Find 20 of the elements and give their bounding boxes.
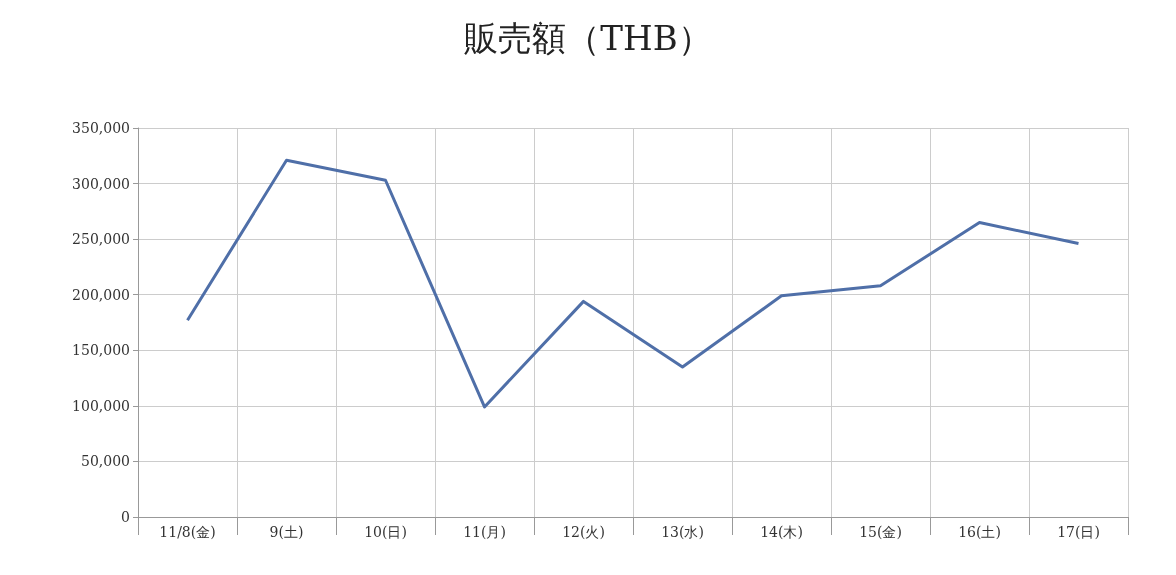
y-tick-label: 300,000 bbox=[72, 175, 130, 192]
x-tick-label: 16(土) bbox=[958, 524, 1001, 540]
x-tick-label: 14(木) bbox=[760, 524, 803, 540]
x-tick-label: 17(日) bbox=[1057, 524, 1100, 540]
y-tick-label: 150,000 bbox=[72, 342, 130, 359]
x-tick-label: 12(火) bbox=[562, 524, 605, 540]
x-tick-label: 11(月) bbox=[463, 524, 506, 540]
y-tick-label: 350,000 bbox=[72, 120, 130, 136]
x-tick-label: 11/8(金) bbox=[159, 524, 216, 540]
y-tick-label: 50,000 bbox=[81, 453, 130, 470]
chart-title: 販売額（THB） bbox=[464, 18, 712, 58]
x-tick-label: 15(金) bbox=[859, 524, 902, 540]
y-tick-label: 250,000 bbox=[72, 231, 130, 248]
x-tick-label: 10(日) bbox=[364, 524, 407, 540]
x-tick-label: 9(土) bbox=[269, 524, 304, 540]
y-tick-label: 100,000 bbox=[72, 397, 130, 414]
x-tick-label: 13(水) bbox=[661, 524, 704, 540]
y-tick-label: 200,000 bbox=[72, 286, 130, 303]
line-series bbox=[186, 158, 1080, 409]
y-tick-label: 0 bbox=[121, 509, 130, 525]
